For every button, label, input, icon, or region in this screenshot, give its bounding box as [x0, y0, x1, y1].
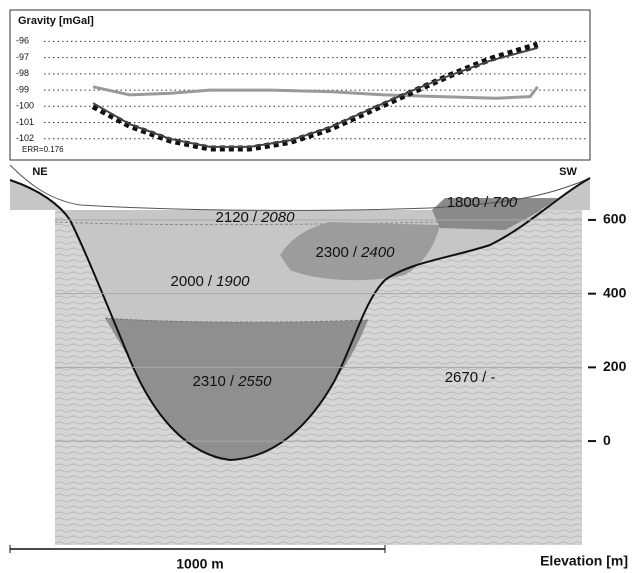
separator: / — [353, 244, 358, 261]
region-density: 2310 — [193, 373, 226, 390]
gravity-line — [92, 46, 538, 148]
gravity-line — [91, 41, 539, 152]
y-tick-label: 0 — [603, 432, 611, 448]
y-tick-label: -96 — [16, 36, 29, 46]
region-density: 1800 — [447, 194, 480, 211]
region-model: 1900 — [216, 273, 250, 290]
y-tick-label: -99 — [16, 84, 29, 94]
unit-boundary — [104, 317, 369, 323]
separator: / — [253, 209, 258, 226]
annotation: ERR=0.176 — [22, 145, 64, 154]
region-label: 2670/- — [445, 369, 496, 386]
unit-boundary — [54, 221, 441, 226]
region-label: 2000/1900 — [171, 273, 251, 290]
separator: / — [482, 369, 487, 386]
y-tick-label: -101 — [16, 117, 34, 127]
right-label: SW — [559, 166, 577, 178]
gravity-panel — [9, 9, 591, 161]
region-model: - — [490, 369, 495, 386]
region-density: 2120 — [216, 209, 249, 226]
y-tick-label: -98 — [16, 68, 29, 78]
region-model: 2080 — [260, 209, 295, 226]
region-density: 2000 — [171, 273, 204, 290]
scale-label: 1000 m — [176, 556, 223, 572]
region-label: 2310/2550 — [193, 373, 273, 390]
region-model: 2400 — [360, 244, 395, 261]
region-density: 2300 — [316, 244, 349, 261]
y-axis-label: Elevation [m] — [540, 553, 628, 569]
region-label: 2120/2080 — [216, 209, 296, 226]
region-label: 1800/700 — [447, 194, 518, 211]
y-tick-label: 400 — [603, 284, 627, 300]
region-model: 2550 — [237, 373, 272, 390]
lens-unit — [280, 222, 440, 281]
region-model: 700 — [492, 194, 518, 211]
y-tick-label: 600 — [603, 211, 627, 227]
left-label: NE — [32, 166, 47, 178]
y-tick-label: -102 — [16, 133, 34, 143]
gravity-line — [92, 85, 539, 100]
y-tick-label: -97 — [16, 52, 29, 62]
basin-outline — [9, 177, 591, 462]
chart-title: Gravity [mGal] — [18, 15, 94, 27]
topography — [9, 164, 591, 211]
separator: / — [208, 273, 213, 290]
y-tick-label: 200 — [603, 358, 627, 374]
separator: / — [484, 194, 489, 211]
region-label: 2300/2400 — [316, 244, 396, 261]
separator: / — [230, 373, 235, 390]
y-tick-label: -100 — [16, 101, 34, 111]
region-density: 2670 — [445, 369, 478, 386]
